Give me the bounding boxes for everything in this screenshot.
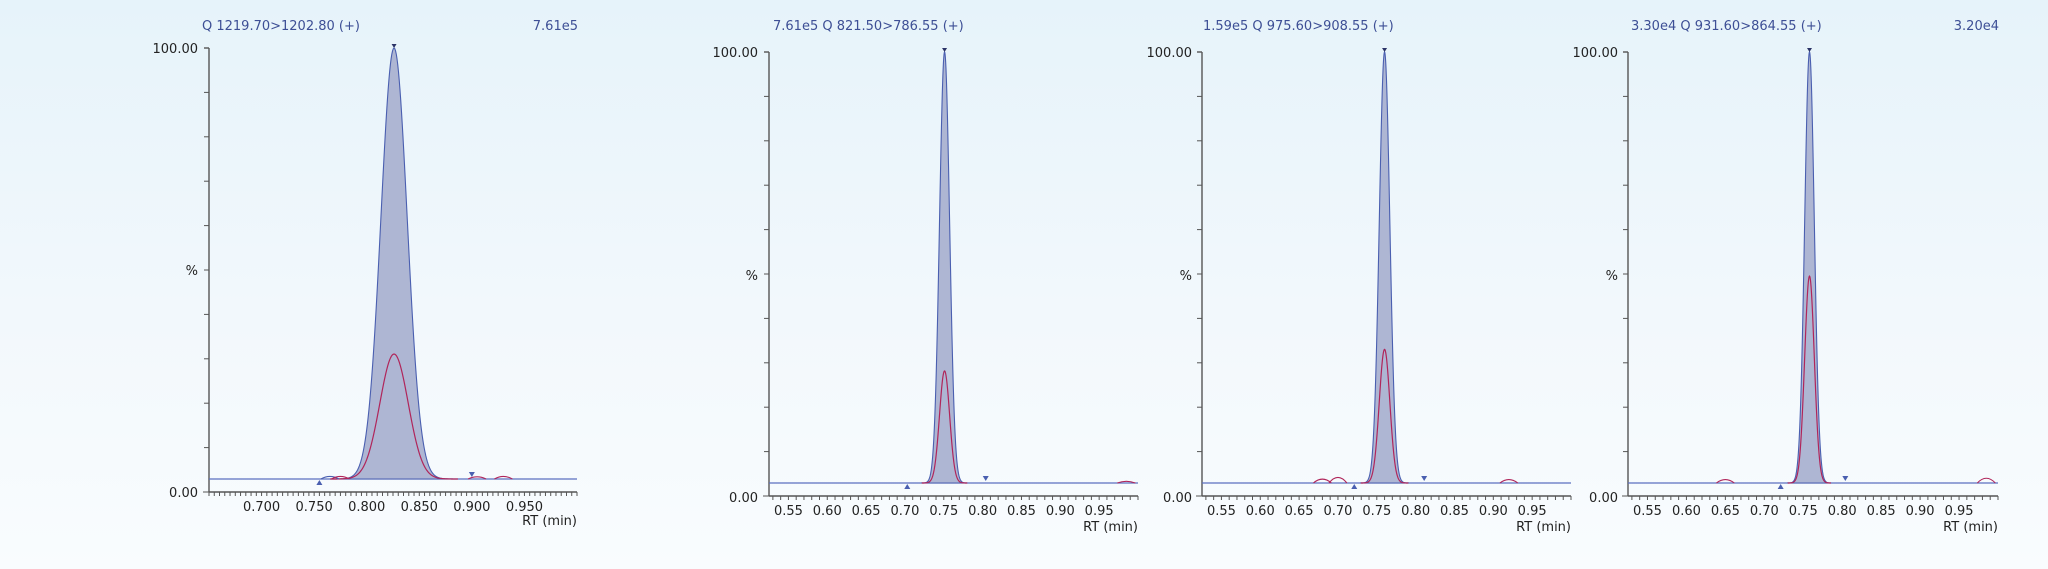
- x-tick-label: 0.800: [348, 500, 385, 515]
- x-tick-label: 0.85: [1007, 504, 1036, 519]
- panel-title: 3.30e4 Q 931.60>864.55 (+): [1631, 19, 1822, 34]
- y-max-label: 100.00: [1573, 46, 1619, 61]
- panel-1: Q 1219.70>1202.80 (+) 7.61e5 100.00 % 0.…: [153, 19, 579, 529]
- confirming-ion-trace: [1360, 348, 1409, 484]
- x-axis-label: RT (min): [522, 514, 577, 529]
- noise-bump: [494, 475, 513, 480]
- panel-3: 1.59e5 Q 975.60>908.55 (+) 100.00 % 0.00…: [1147, 19, 1572, 535]
- plot-area[interactable]: 0.55 0.60 0.65 0.70 0.75 0.80 0.85 0.90 0.95: [1622, 48, 1999, 519]
- x-tick-label: 0.950: [506, 500, 543, 515]
- x-tick-label: 0.80: [1828, 504, 1857, 519]
- quantifier-peak[interactable]: [1787, 50, 1832, 484]
- confirming-ion-trace: [1787, 275, 1831, 484]
- x-tick-label: 0.80: [968, 504, 997, 519]
- peak-end-marker-icon[interactable]: [1421, 476, 1428, 481]
- panel-title: 7.61e5 Q 821.50>786.55 (+): [773, 19, 964, 34]
- noise-bump: [1976, 477, 1996, 484]
- x-tick-label: 0.90: [1906, 504, 1935, 519]
- apex-marker-icon: [1382, 48, 1388, 52]
- confirming-ion-trace: [330, 353, 458, 480]
- x-tick-label: 0.80: [1401, 504, 1430, 519]
- panel-intensity: 3.20e4: [1954, 19, 1999, 34]
- x-tick-label: 0.55: [1207, 504, 1236, 519]
- y-min-label: 0.00: [1589, 491, 1618, 506]
- noise-bump: [1716, 479, 1735, 484]
- x-tick-label: 0.65: [1711, 504, 1740, 519]
- x-tick-label: 0.90: [1046, 504, 1075, 519]
- y-max-label: 100.00: [713, 46, 759, 61]
- x-axis-label: RT (min): [1516, 520, 1571, 535]
- quantifier-peak[interactable]: [334, 47, 454, 480]
- x-tick-label: 0.75: [929, 504, 958, 519]
- noise-bump: [1328, 476, 1348, 484]
- noise-bump: [467, 476, 487, 480]
- x-tick-label: 0.65: [1285, 504, 1314, 519]
- x-tick-label: 0.900: [453, 500, 490, 515]
- peak-end-marker-icon[interactable]: [1842, 476, 1849, 481]
- x-axis-label: RT (min): [1083, 520, 1138, 535]
- x-tick-label: 0.70: [890, 504, 919, 519]
- peak-start-marker-icon[interactable]: [316, 480, 323, 485]
- panel-title: Q 1219.70>1202.80 (+): [202, 19, 360, 34]
- panel-intensity: 7.61e5: [533, 19, 578, 34]
- plot-area[interactable]: 0.55 0.60 0.65 0.70 0.75 0.80 0.85 0.90 0.95: [1196, 48, 1572, 519]
- y-min-label: 0.00: [729, 491, 758, 506]
- confirming-ion-trace: [921, 370, 968, 484]
- peak-end-marker-icon[interactable]: [468, 472, 475, 477]
- plot-area[interactable]: 0.700 0.750 0.800 0.850 0.900 0.950: [203, 44, 578, 515]
- apex-marker-icon: [942, 48, 948, 52]
- x-tick-label: 0.65: [852, 504, 881, 519]
- x-tick-label: 0.95: [1085, 504, 1114, 519]
- noise-bump: [331, 475, 350, 480]
- y-min-label: 0.00: [169, 486, 198, 501]
- y-max-label: 100.00: [1147, 46, 1193, 61]
- plot-area[interactable]: 0.55 0.60 0.65 0.70 0.75 0.80 0.85 0.90 0.95: [763, 48, 1139, 519]
- noise-bump: [1117, 480, 1136, 484]
- y-axis-label: %: [186, 264, 198, 279]
- peak-start-marker-icon[interactable]: [1777, 484, 1784, 489]
- x-tick-label: 0.750: [296, 500, 333, 515]
- x-tick-label: 0.55: [1633, 504, 1662, 519]
- x-tick-label: 0.60: [813, 504, 842, 519]
- y-min-label: 0.00: [1163, 491, 1192, 506]
- x-tick-label: 0.700: [243, 500, 280, 515]
- x-tick-label: 0.75: [1789, 504, 1818, 519]
- y-axis-label: %: [1180, 269, 1192, 284]
- y-max-label: 100.00: [153, 42, 199, 57]
- x-tick-label: 0.95: [1518, 504, 1547, 519]
- y-axis-label: %: [1606, 269, 1618, 284]
- y-axis-label: %: [746, 269, 758, 284]
- noise-bump: [320, 475, 340, 480]
- panel-4: 3.30e4 Q 931.60>864.55 (+) 3.20e4 100.00…: [1573, 19, 2000, 535]
- x-tick-label: 0.70: [1750, 504, 1779, 519]
- x-tick-label: 0.95: [1945, 504, 1974, 519]
- x-tick-label: 0.60: [1246, 504, 1275, 519]
- quantifier-peak[interactable]: [1360, 50, 1409, 484]
- peak-end-marker-icon[interactable]: [982, 476, 989, 481]
- x-tick-label: 0.85: [1867, 504, 1896, 519]
- apex-marker-icon: [1806, 48, 1812, 52]
- x-tick-label: 0.85: [1440, 504, 1469, 519]
- noise-bump: [1499, 479, 1519, 484]
- panel-2: 7.61e5 Q 821.50>786.55 (+) 100.00 % 0.00…: [713, 19, 1139, 535]
- panel-title: 1.59e5 Q 975.60>908.55 (+): [1203, 19, 1394, 34]
- peak-start-marker-icon[interactable]: [904, 484, 911, 489]
- x-tick-label: 0.850: [401, 500, 438, 515]
- quantifier-peak[interactable]: [921, 50, 968, 484]
- x-tick-label: 0.60: [1672, 504, 1701, 519]
- x-tick-label: 0.55: [774, 504, 803, 519]
- x-tick-label: 0.75: [1362, 504, 1391, 519]
- apex-marker-icon: [391, 44, 397, 48]
- x-tick-label: 0.70: [1323, 504, 1352, 519]
- peak-start-marker-icon[interactable]: [1351, 484, 1358, 489]
- x-axis-label: RT (min): [1943, 520, 1998, 535]
- x-tick-label: 0.90: [1479, 504, 1508, 519]
